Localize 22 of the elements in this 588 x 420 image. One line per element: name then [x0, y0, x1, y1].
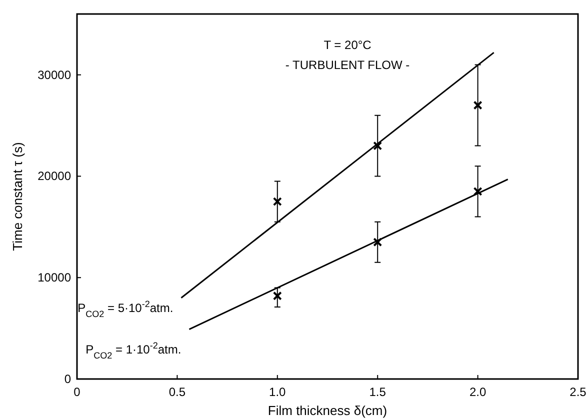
x-tick-label: 1.0 — [269, 385, 286, 399]
series-label: P$_{CO2}$ = 5·10$^{-2}$atm. — [78, 298, 174, 319]
x-tick-label: 2.0 — [469, 385, 486, 399]
x-tick-label: 2.5 — [570, 385, 587, 399]
point — [373, 238, 382, 247]
point — [373, 141, 382, 150]
x-tick-label: 1.5 — [369, 385, 386, 399]
y-tick-label: 30000 — [38, 68, 72, 82]
x-tick-label: 0 — [74, 385, 81, 399]
point — [473, 186, 482, 196]
y-tick-label: 20000 — [38, 169, 72, 184]
point — [272, 291, 282, 300]
y-tick-label: 0 — [64, 372, 72, 386]
annotation: T = 20°C — [324, 38, 372, 52]
y-axis-title: Time constant τ (s) — [10, 142, 25, 251]
series-label: P$_{CO2}$ = 1·10$^{-2}$atm. — [86, 340, 182, 360]
y-tick-label: 10000 — [38, 270, 72, 285]
annotation: - TURBULENT FLOW - — [285, 58, 410, 72]
point — [272, 197, 282, 206]
point — [473, 100, 482, 110]
x-axis-title: Film thickness δ(cm) — [268, 403, 388, 418]
x-tick-label: 0.5 — [168, 385, 186, 399]
